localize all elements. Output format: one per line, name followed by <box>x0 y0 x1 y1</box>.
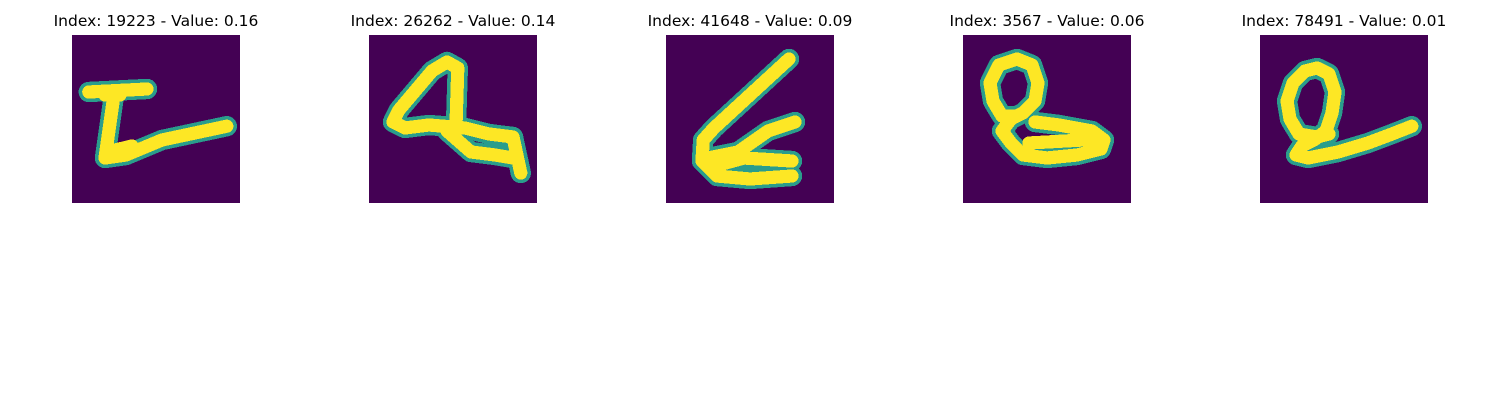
panel-title-4: Index: 3567 - Value: 0.06 <box>949 12 1145 30</box>
panel-title-3: Index: 41648 - Value: 0.09 <box>647 12 853 30</box>
glyph-image-2 <box>369 35 537 203</box>
panel-title-5: Index: 78491 - Value: 0.01 <box>1241 12 1447 30</box>
image-panel-1: Index: 19223 - Value: 0.16 <box>6 0 306 210</box>
panel-title-2: Index: 26262 - Value: 0.14 <box>350 12 556 30</box>
glyph-image-3 <box>666 35 834 203</box>
image-panel-3: Index: 41648 - Value: 0.09 <box>600 0 900 210</box>
handwritten-glyph-icon <box>369 35 537 203</box>
glyph-image-4 <box>963 35 1131 203</box>
glyph-image-1 <box>72 35 240 203</box>
glyph-image-5 <box>1260 35 1428 203</box>
image-panel-2: Index: 26262 - Value: 0.14 <box>303 0 603 210</box>
handwritten-glyph-icon <box>1260 35 1428 203</box>
handwritten-glyph-icon <box>963 35 1131 203</box>
handwritten-glyph-icon <box>666 35 834 203</box>
handwritten-glyph-icon <box>72 35 240 203</box>
image-panel-5: Index: 78491 - Value: 0.01 <box>1194 0 1494 210</box>
image-panel-4: Index: 3567 - Value: 0.06 <box>897 0 1197 210</box>
panel-title-1: Index: 19223 - Value: 0.16 <box>53 12 259 30</box>
